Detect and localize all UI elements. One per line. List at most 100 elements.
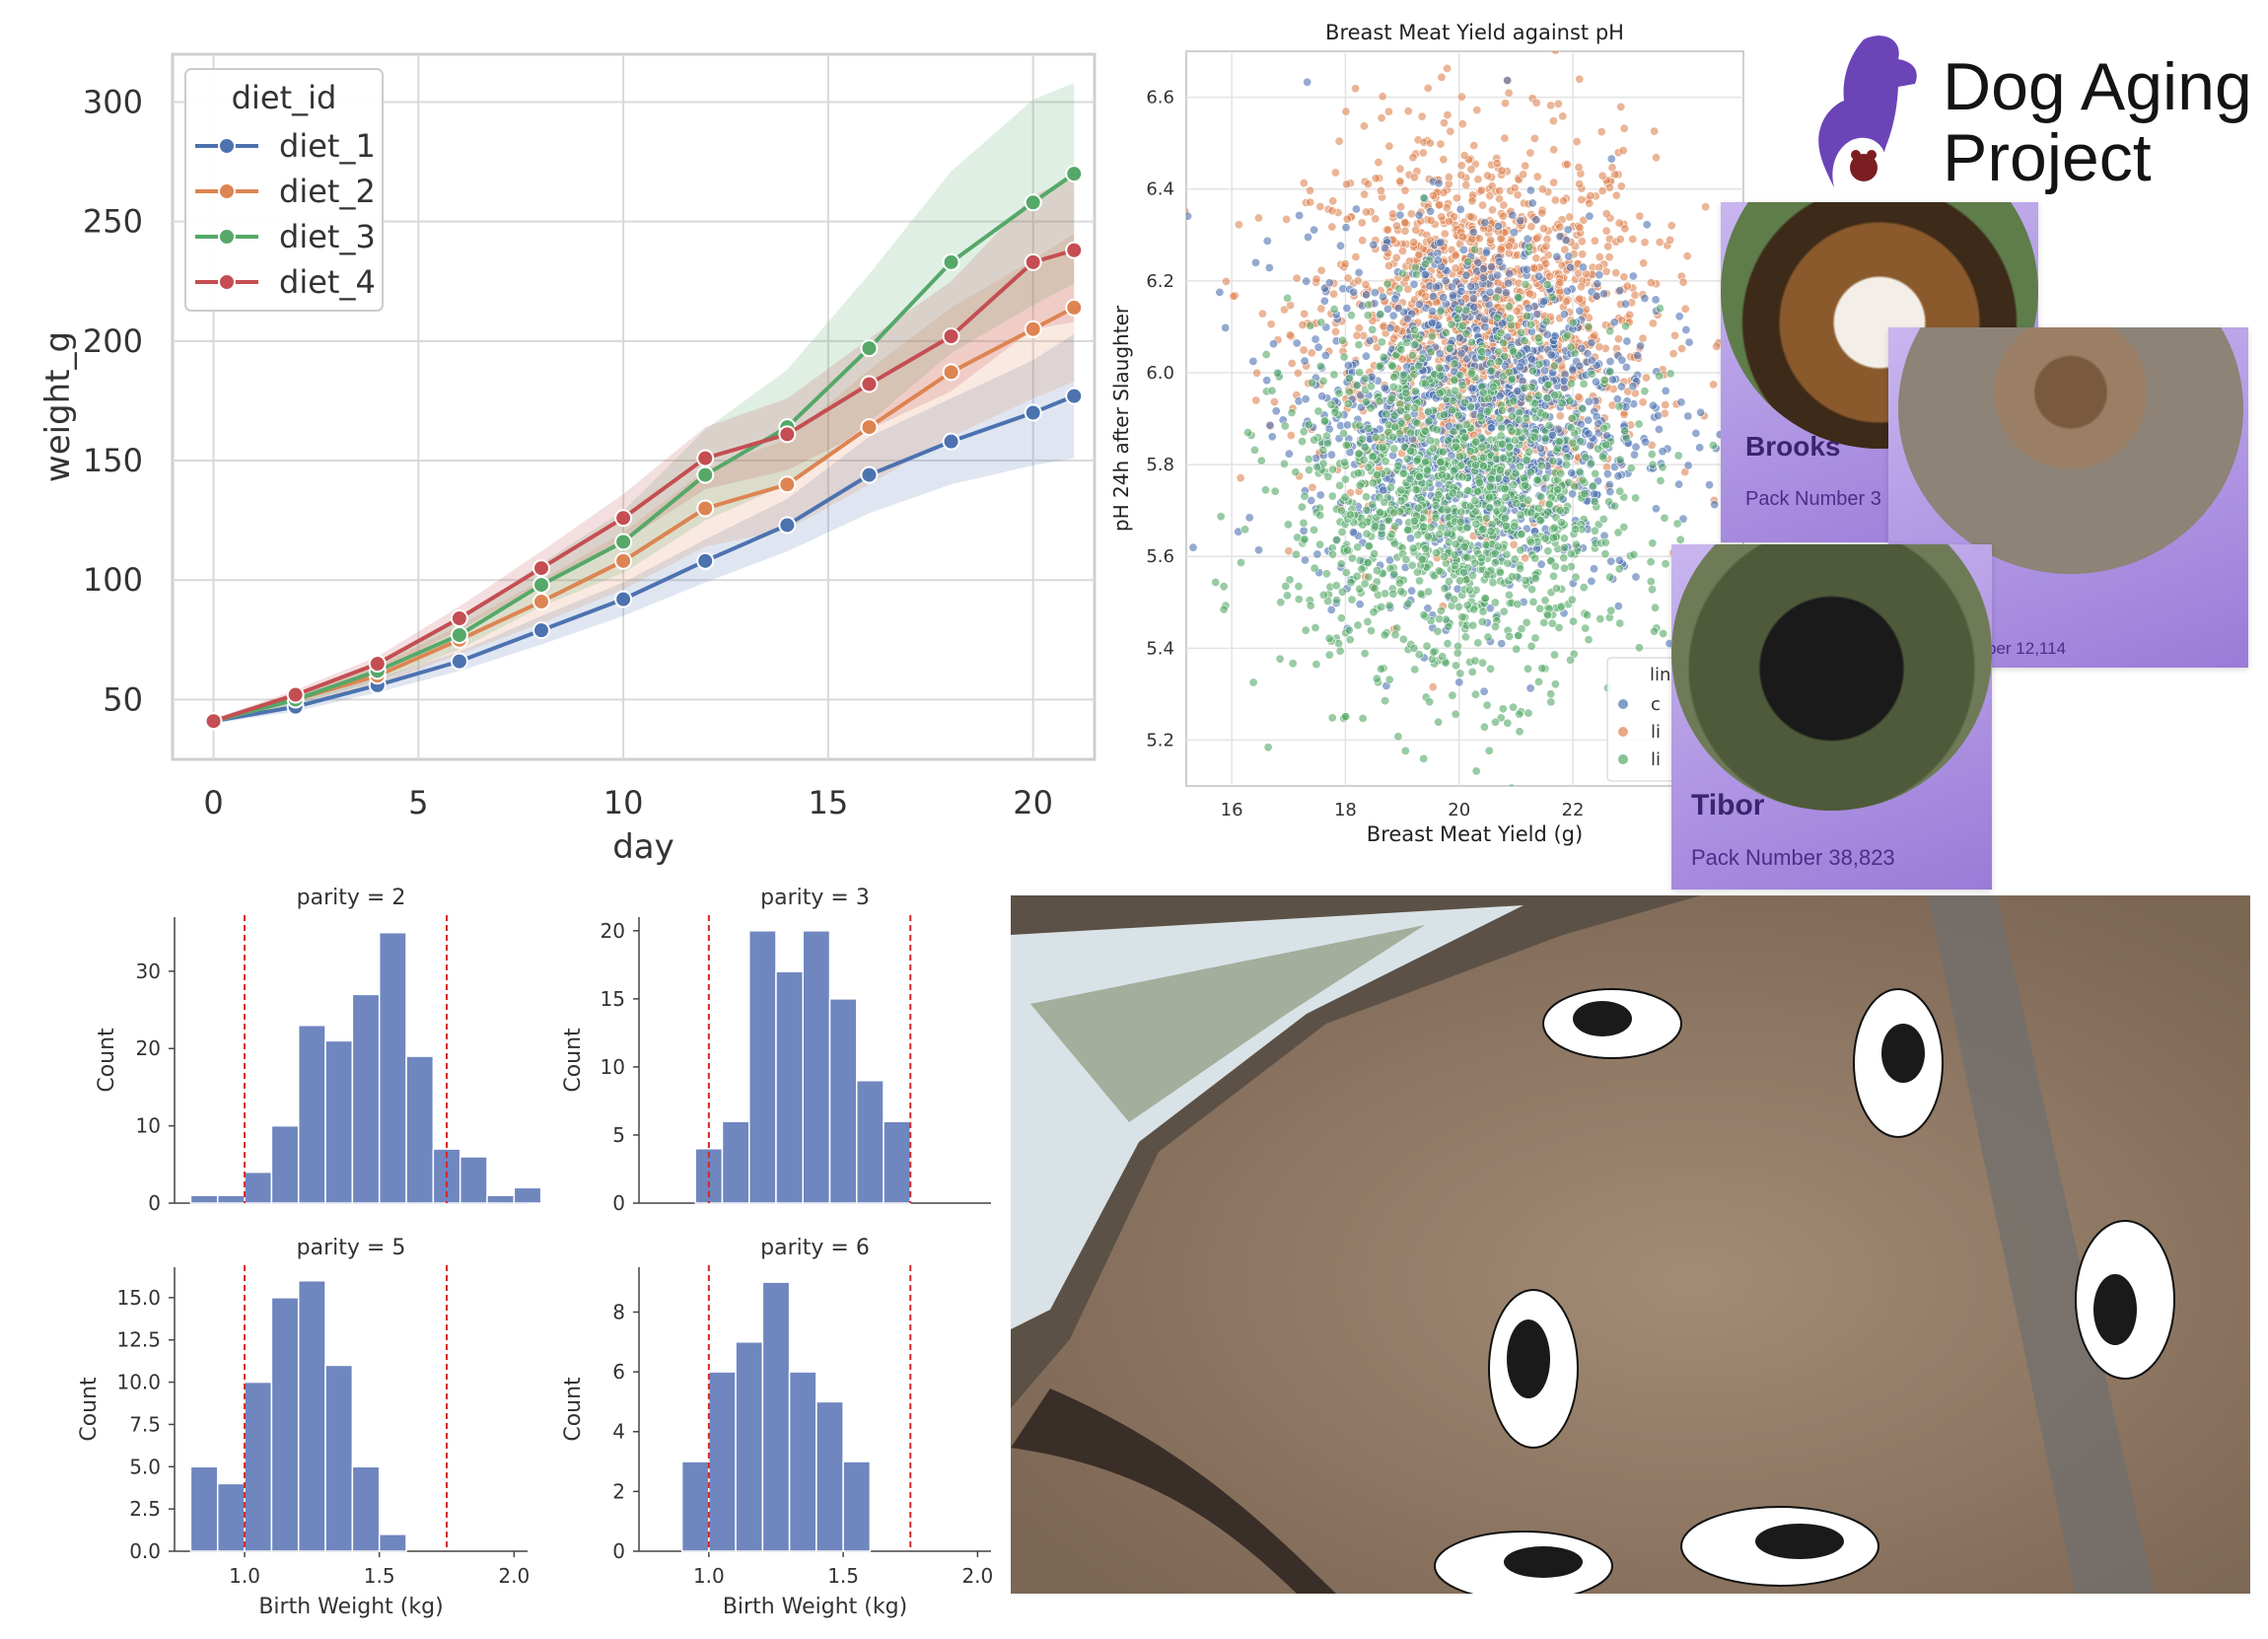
scatter-point [1318, 376, 1328, 386]
dog-pack-chihuahua: ber 12,114 [1987, 639, 2067, 658]
scatter-point [1248, 356, 1258, 366]
scatter-point [1559, 196, 1569, 206]
scatter-point [1577, 195, 1587, 205]
scatter-point [1548, 116, 1558, 126]
scatter-point [1352, 381, 1362, 391]
scatter-point [1604, 252, 1614, 262]
scatter-point [1370, 288, 1380, 298]
scatter-point [1537, 208, 1547, 218]
scatter-point [1557, 398, 1567, 408]
scatter-point [1469, 141, 1479, 151]
scatter-point [1567, 413, 1577, 423]
scatter-point [1251, 395, 1261, 405]
scatter-point [1293, 533, 1303, 542]
scatter-point [1497, 439, 1507, 449]
scatter-point [1434, 200, 1444, 210]
scatter-point [1578, 475, 1588, 485]
scatter-point [1497, 166, 1507, 176]
scatter-point [1487, 262, 1497, 272]
scatter-point [1355, 600, 1365, 609]
scatter-point [1370, 548, 1380, 558]
histogram-grid: parity = 2 Count 0 10 20 30 parity = 3 Count 0 5 1… [0, 868, 1006, 1635]
scatter-point [1388, 589, 1398, 599]
scatter-point [1240, 525, 1250, 534]
scatter-point [1300, 491, 1310, 501]
scatter-point [1349, 287, 1359, 297]
scatter-point [1552, 251, 1562, 261]
y-tick-label: 5.0 [129, 1455, 161, 1478]
scatter-point [1509, 228, 1519, 238]
scatter-point [1548, 571, 1558, 581]
scatter-point [1305, 465, 1314, 475]
scatter-point [1421, 543, 1431, 553]
scatter-point [1558, 111, 1568, 121]
y-tick-label: 20 [601, 919, 625, 943]
y-axis-label: Count [77, 1377, 102, 1442]
y-tick-label: 0.0 [129, 1539, 161, 1563]
scatter-point [1490, 598, 1500, 607]
scatter-point [1462, 485, 1472, 495]
scatter-point [1407, 350, 1417, 360]
histogram-bar [216, 1482, 246, 1552]
scatter-point [1493, 222, 1503, 232]
scatter-point [1478, 264, 1488, 274]
scatter-point [1490, 548, 1500, 558]
scatter-point [1514, 293, 1524, 303]
scatter-point [1341, 440, 1351, 450]
scatter-point [1496, 431, 1506, 441]
scatter-point [1414, 471, 1424, 481]
scatter-point [1478, 525, 1488, 534]
scatter-point [1417, 111, 1427, 121]
data-point-diet_4 [532, 559, 550, 578]
scatter-point [1301, 555, 1311, 565]
scatter-point [1516, 563, 1525, 573]
scatter-point [1682, 251, 1692, 261]
scatter-point [1273, 368, 1283, 378]
scatter-point [1324, 650, 1334, 660]
scatter-point [1710, 500, 1720, 510]
legend-marker [1618, 754, 1628, 764]
scatter-point [1556, 468, 1566, 478]
scatter-point [1628, 271, 1638, 281]
scatter-point [1354, 267, 1364, 277]
data-point-diet_3 [942, 252, 960, 271]
histogram-bar [735, 1341, 764, 1552]
scatter-point [1406, 209, 1416, 219]
legend-label-diet_1: diet_1 [279, 127, 376, 165]
scatter-point [1579, 583, 1589, 593]
scatter-point [1708, 441, 1718, 451]
scatter-point [1335, 480, 1345, 490]
scatter-point [1315, 539, 1325, 549]
scatter-point [1504, 278, 1514, 288]
scatter-point [1311, 622, 1320, 632]
scatter-point [1368, 324, 1378, 334]
scatter-point [1336, 241, 1346, 250]
scatter-point [1625, 310, 1635, 320]
scatter-point [1447, 320, 1456, 329]
scatter-point [1465, 446, 1475, 456]
scatter-point [1453, 602, 1463, 611]
scatter-point [1435, 530, 1445, 539]
subplot-title: parity = 6 [760, 1236, 870, 1260]
scatter-point [1409, 279, 1419, 289]
histogram-bar [297, 1024, 326, 1204]
scatter-point [1535, 444, 1545, 454]
scatter-point [1361, 492, 1371, 502]
scatter-point [1499, 200, 1509, 210]
scatter-point [1635, 211, 1645, 221]
histogram-bar [324, 1039, 354, 1204]
scatter-point [1488, 382, 1498, 392]
scatter-point [1526, 383, 1536, 392]
scatter-point [1339, 428, 1349, 438]
y-tick-label: 300 [83, 83, 143, 120]
scatter-point [1549, 523, 1559, 533]
scatter-point [1419, 753, 1429, 763]
scatter-point [1695, 443, 1705, 453]
scatter-point [1531, 98, 1541, 107]
scatter-point [1516, 327, 1525, 337]
scatter-point [1318, 590, 1328, 600]
scatter-point [1666, 369, 1675, 379]
scatter-point [1410, 403, 1420, 413]
scatter-point [1613, 602, 1623, 611]
scatter-point [1390, 630, 1400, 640]
